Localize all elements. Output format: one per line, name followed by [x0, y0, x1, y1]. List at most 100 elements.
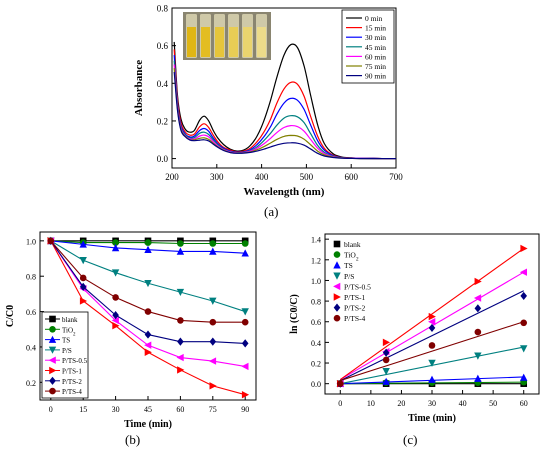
caption-c: (c)	[403, 432, 418, 447]
legend-label-blank: blank	[62, 316, 78, 324]
vial-solution	[229, 27, 238, 57]
x-tick-label: 50	[489, 399, 497, 408]
x-tick-label: 60	[176, 405, 184, 414]
data-point-p-ts-2	[520, 291, 528, 301]
legend-label-p-s: P/S	[344, 272, 354, 281]
data-point-ts	[428, 375, 436, 383]
y-tick-label: 0.8	[311, 298, 321, 307]
legend-marker-p-ts-2	[333, 303, 341, 312]
legend-marker-ts	[333, 261, 341, 269]
legend-label-45-min: 45 min	[365, 43, 386, 52]
x-tick-label: 45	[144, 405, 152, 414]
plot-frame	[171, 7, 397, 169]
data-point-p-ts-4	[520, 319, 528, 327]
data-point-p-ts-4	[382, 356, 390, 364]
data-point-p-ts-4	[79, 274, 87, 282]
y-tick-label: 0.2	[157, 116, 168, 126]
data-point-p-s	[111, 269, 120, 277]
data-point-p-ts-4	[241, 318, 249, 326]
legend-label-60-min: 60 min	[365, 52, 386, 61]
data-point-tio2	[241, 240, 249, 247]
y-tick-label: 1.0	[26, 237, 36, 246]
data-point-p-ts-4	[474, 328, 482, 336]
x-tick-label: 400	[255, 172, 269, 182]
vial-solution	[243, 27, 252, 57]
legend-label-15-min: 15 min	[365, 24, 386, 33]
data-point-p-s	[520, 345, 528, 353]
data-point-ts	[241, 249, 249, 257]
x-tick-label: 600	[344, 172, 358, 182]
legend-marker-tio2	[49, 326, 56, 333]
legend-marker-p-ts-0-5	[48, 356, 56, 364]
legend-label-30-min: 30 min	[365, 33, 386, 42]
legend-label-tio2: TiO2	[62, 326, 76, 337]
y-axis-label: C/C0	[5, 305, 16, 327]
data-point-p-ts-2	[177, 337, 184, 346]
legend-marker-blank	[333, 240, 341, 248]
data-point-p-ts-0-5	[176, 353, 184, 362]
y-axis-label: ln (C0/C)	[289, 294, 300, 334]
x-tick-label: 700	[389, 172, 403, 182]
legend-label-75-min: 75 min	[365, 62, 386, 71]
data-point-p-ts-1	[382, 338, 391, 347]
x-tick-label: 90	[241, 405, 249, 414]
legend-label-p-ts-4: P/TS-4	[344, 314, 366, 323]
data-point-p-ts-2	[112, 311, 119, 320]
x-tick-label: 300	[210, 172, 224, 182]
data-point-p-ts-1	[520, 244, 528, 253]
data-point-p-ts-4	[47, 237, 55, 245]
legend-marker-p-ts-1	[49, 366, 57, 375]
data-point-tio2	[209, 240, 217, 247]
data-point-p-ts-2	[79, 282, 87, 291]
spectrum-line-0-min	[173, 41, 396, 160]
y-tick-label: 0.2	[311, 360, 321, 369]
y-tick-label: 0.8	[26, 273, 36, 282]
data-point-ts	[111, 244, 120, 252]
legend-label-p-ts-1: P/TS-1	[344, 293, 366, 302]
data-point-p-s	[144, 279, 152, 288]
inset-photo	[183, 12, 271, 60]
data-point-p-ts-1	[428, 312, 436, 321]
x-tick-label: 20	[397, 399, 405, 408]
caption-b: (b)	[125, 432, 141, 447]
legend-label-p-ts-1: P/TS-1	[62, 368, 82, 376]
x-tick-label: 60	[520, 399, 528, 408]
x-tick-label: 0	[338, 399, 342, 408]
x-tick-label: 30	[428, 399, 436, 408]
y-tick-label: 0.6	[311, 318, 321, 327]
x-tick-label: 15	[79, 405, 87, 414]
legend-label-ts: TS	[62, 337, 70, 345]
x-tick-label: 500	[300, 172, 314, 182]
legend-label-p-s: P/S	[62, 347, 72, 355]
data-point-ts	[79, 240, 87, 248]
legend-marker-p-ts-1	[333, 293, 341, 301]
data-point-ts	[209, 247, 217, 255]
data-point-p-ts-4	[209, 318, 217, 326]
data-point-ts	[176, 247, 185, 255]
data-point-tio2	[112, 239, 119, 246]
y-tick-label: 0.6	[157, 41, 169, 51]
data-point-p-ts-1	[112, 322, 120, 330]
caption-a: (a)	[264, 204, 279, 219]
data-point-p-ts-1	[144, 348, 152, 356]
data-point-p-ts-4	[336, 380, 344, 387]
data-point-tio2	[144, 239, 152, 246]
y-tick-label: 0.4	[311, 339, 321, 348]
data-point-p-s	[241, 308, 249, 316]
fit-line-p-ts-4	[340, 321, 524, 382]
vial-solution	[187, 27, 196, 57]
y-tick-label: 0.2	[26, 379, 36, 388]
x-tick-label: 40	[459, 399, 467, 408]
y-tick-label: 0.0	[157, 154, 169, 164]
legend-label-p-ts-0-5: P/TS-0.5	[62, 357, 88, 365]
data-point-p-ts-0-5	[428, 318, 436, 326]
data-point-p-ts-2	[382, 348, 390, 357]
x-tick-label: 75	[209, 405, 217, 414]
spectrum-line-90-min	[173, 71, 396, 160]
data-point-p-ts-4	[112, 294, 119, 301]
data-point-p-s	[382, 367, 390, 376]
legend-label-p-ts-2: P/TS-2	[62, 378, 82, 386]
